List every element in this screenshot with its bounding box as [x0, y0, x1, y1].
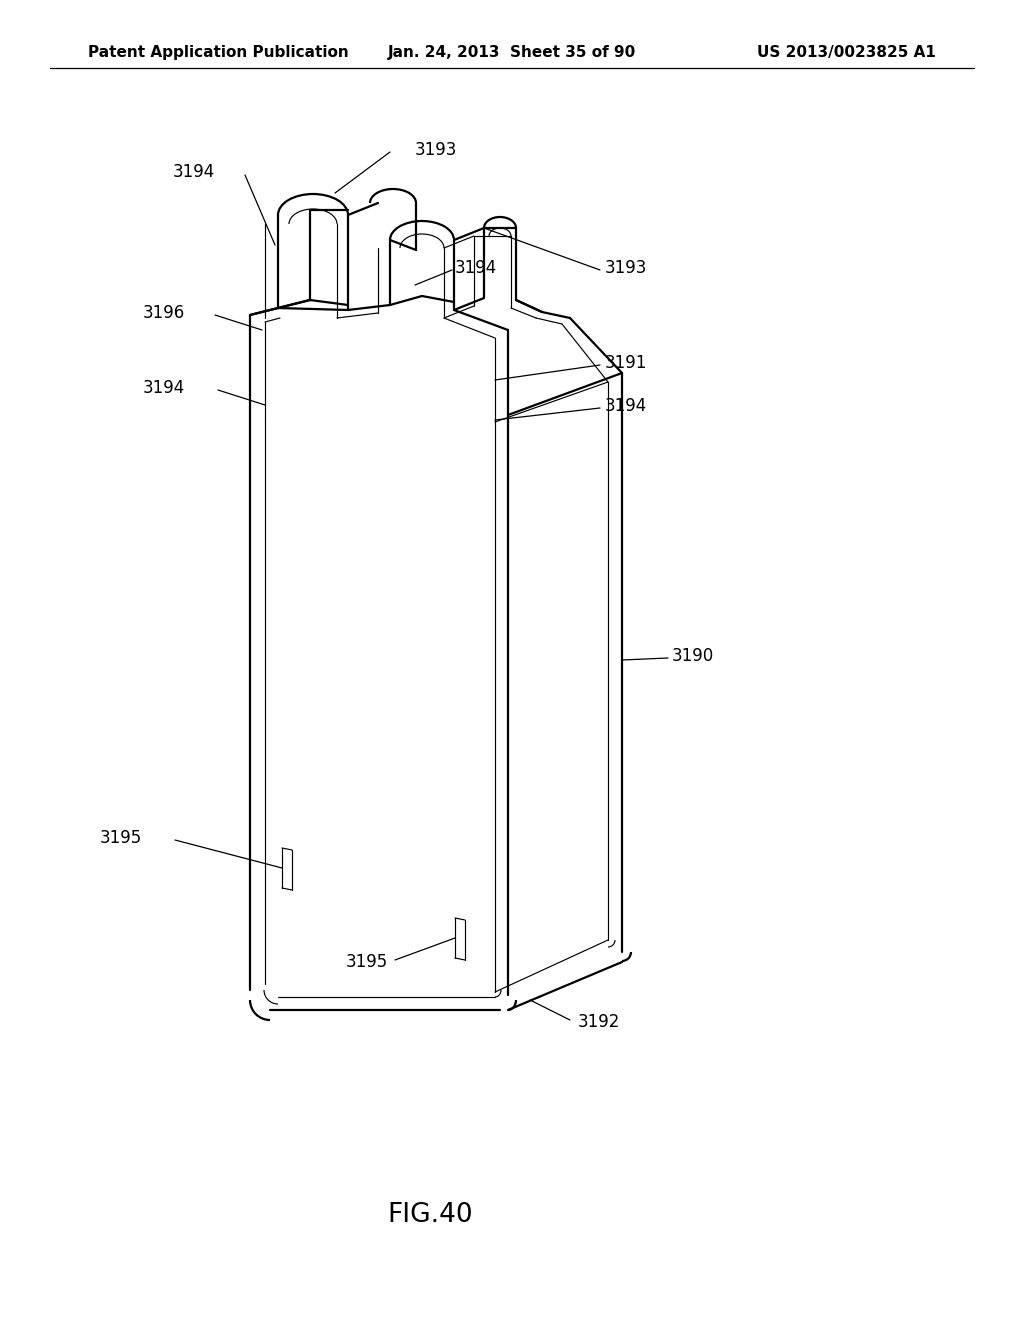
Text: 3191: 3191: [605, 354, 647, 372]
Text: 3194: 3194: [605, 397, 647, 414]
Text: Jan. 24, 2013  Sheet 35 of 90: Jan. 24, 2013 Sheet 35 of 90: [388, 45, 636, 59]
Text: Patent Application Publication: Patent Application Publication: [88, 45, 349, 59]
Text: 3195: 3195: [99, 829, 142, 847]
Text: 3194: 3194: [142, 379, 185, 397]
Text: FIG.40: FIG.40: [387, 1203, 473, 1228]
Text: 3196: 3196: [142, 304, 185, 322]
Text: 3190: 3190: [672, 647, 715, 665]
Text: 3193: 3193: [415, 141, 458, 158]
Text: 3195: 3195: [346, 953, 388, 972]
Text: 3193: 3193: [605, 259, 647, 277]
Text: 3192: 3192: [578, 1012, 621, 1031]
Text: 3194: 3194: [173, 162, 215, 181]
Text: US 2013/0023825 A1: US 2013/0023825 A1: [757, 45, 936, 59]
Text: 3194: 3194: [455, 259, 498, 277]
